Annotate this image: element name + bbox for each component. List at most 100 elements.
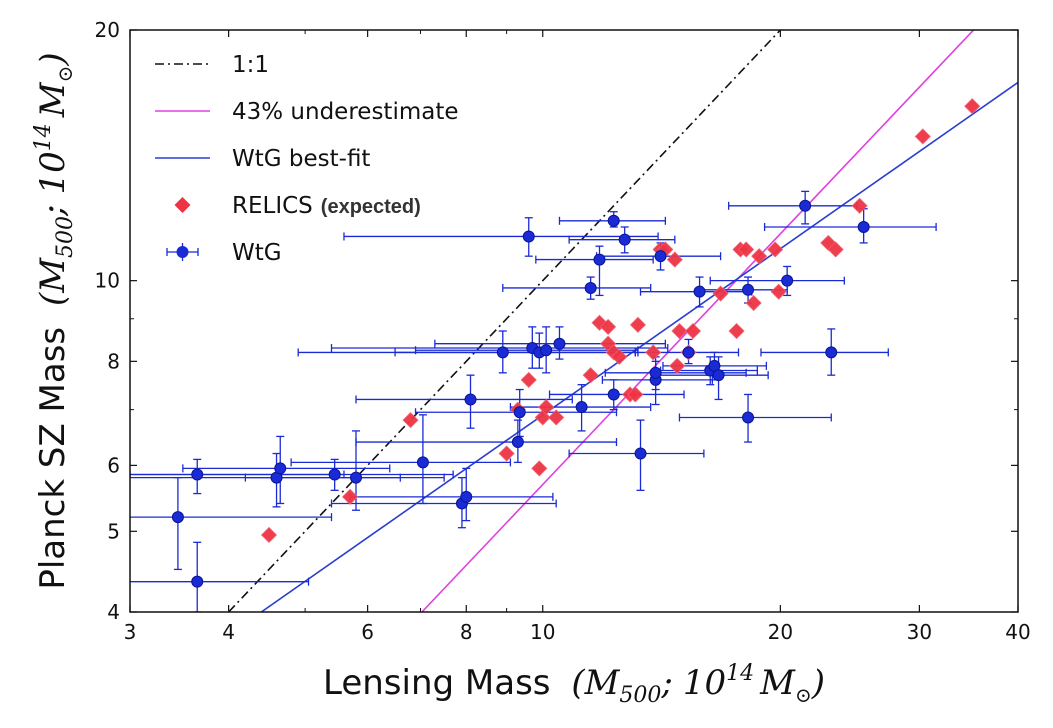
wtg-point (607, 214, 620, 227)
wtg-point (781, 274, 794, 287)
wtg-point (607, 388, 620, 401)
y-axis-title: Planck SZ Mass (M500;1014M⊙) (31, 52, 78, 589)
wtg-point (634, 447, 647, 460)
legend-label: WtG best-fit (232, 146, 370, 172)
y-tick-label: 5 (107, 519, 120, 543)
relics-point (738, 241, 755, 258)
legend-item-underestimate: 43% underestimate (155, 99, 459, 125)
legend-label: RELICS (expected) (232, 193, 421, 219)
markers (171, 98, 981, 588)
x-tick-label: 8 (460, 620, 473, 644)
wtg-errorbar (355, 374, 573, 429)
x-axis-title-sep: ; (660, 663, 672, 703)
wtg-point (522, 230, 535, 243)
line-one_to_one (228, 30, 781, 612)
wtg-point (513, 406, 526, 419)
relics-point (627, 386, 644, 403)
wtg-point (649, 366, 662, 379)
x-axis-title-unit: M (759, 663, 796, 703)
wtg-point (511, 436, 524, 449)
wtg-point (274, 462, 287, 475)
y-axis-title-msub: 500 (53, 216, 78, 258)
relics-point (548, 409, 565, 426)
relics-point (751, 248, 768, 265)
x-axis-title-msub: 500 (619, 683, 661, 708)
line-wtg_fit (260, 81, 1018, 612)
fit-lines (228, 30, 1018, 612)
relics-point (728, 322, 745, 340)
legend-label: 1:1 (232, 52, 269, 78)
legend-item-wtg_fit: WtG best-fit (155, 146, 370, 172)
wtg-point (191, 575, 204, 588)
relics-point (629, 316, 646, 333)
legend-note: (expected) (321, 196, 421, 218)
relics-point (851, 197, 868, 214)
x-tick-label: 4 (222, 620, 235, 644)
wtg-point (593, 253, 606, 266)
y-axis-title-sun: ⊙ (53, 66, 77, 83)
relics-point (498, 445, 515, 462)
legend-item-relics: RELICS (expected) (174, 193, 421, 219)
legend-item-wtg: WtG (166, 240, 282, 266)
legend-swatch (174, 197, 191, 213)
y-axis-title-ten: 10 (33, 151, 73, 194)
x-axis-title: Lensing Mass (M500; 1014 M⊙) (323, 661, 825, 708)
wtg-point (682, 346, 695, 359)
line-underestimate (421, 30, 975, 612)
wtg-point (825, 346, 838, 359)
y-axis-title-m: M (33, 257, 73, 294)
wtg-point (553, 337, 566, 350)
y-tick-label: 6 (107, 453, 120, 477)
y-axis-title-main: Planck SZ Mass (33, 327, 73, 590)
wtg-point (464, 393, 477, 406)
wtg-point (328, 468, 341, 481)
x-axis-title-m: M (584, 663, 621, 703)
wtg-point (857, 220, 870, 233)
legend: 1:1 43% underestimate WtG best-fit RELICS (e… (155, 52, 459, 266)
y-axis-title-exp: 14 (31, 123, 56, 151)
x-axis-title-close: ) (811, 663, 825, 703)
wtg-point (191, 468, 204, 481)
relics-point (666, 251, 683, 268)
relics-point (260, 526, 278, 544)
legend-swatch (176, 246, 189, 258)
wtg-point (460, 490, 473, 503)
relics-point (770, 283, 787, 300)
wtg-point (654, 250, 667, 263)
legend-label: 43% underestimate (232, 99, 459, 125)
y-axis-title-sep: ; (33, 204, 73, 216)
relics-point (914, 128, 931, 145)
relics-point (964, 98, 981, 115)
x-tick-label: 20 (768, 620, 793, 644)
y-tick-label: 4 (107, 600, 120, 624)
relics-point (341, 488, 359, 505)
relics-point (402, 412, 419, 429)
y-axis-title-open: ( (33, 292, 73, 306)
x-axis-title-sun: ⊙ (795, 683, 812, 707)
relics-point (669, 357, 686, 374)
relics-point (520, 371, 537, 388)
x-tick-label: 10 (530, 620, 555, 644)
relics-point (745, 294, 762, 312)
y-tick-label: 8 (107, 349, 120, 373)
relics-point (645, 344, 662, 361)
relics-point (684, 322, 702, 340)
x-tick-label: 3 (124, 620, 137, 644)
legend-item-one_to_one: 1:1 (155, 52, 269, 78)
y-axis-title-close: ) (33, 52, 73, 66)
relics-point (531, 460, 548, 477)
relics-point (712, 285, 729, 302)
relics-point (767, 241, 784, 258)
relics-point (538, 398, 555, 416)
x-axis-title-main: Lensing Mass (323, 663, 551, 703)
x-axis-title-open: ( (571, 663, 585, 703)
wtg-point (575, 401, 588, 414)
wtg-point (618, 233, 631, 246)
wtg-point (496, 346, 509, 359)
wtg-point (799, 199, 812, 212)
relics-point (582, 367, 599, 384)
wtg-errorbar (434, 326, 667, 360)
wtg-point (350, 471, 363, 484)
